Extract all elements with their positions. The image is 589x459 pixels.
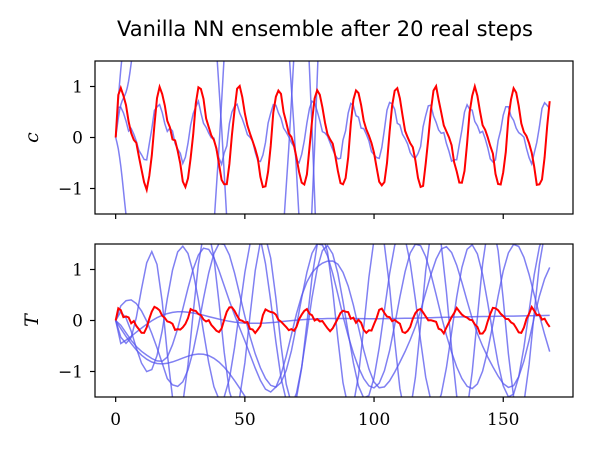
ensemble-line [115,320,247,397]
plot-area [114,244,551,397]
y-tick-label: −1 [58,363,83,383]
plot-area [114,61,551,214]
truth-line [114,304,551,336]
ensemble-line [115,245,551,393]
ensemble-line [114,244,544,397]
truth-line [114,82,551,194]
ensemble-line [114,98,551,167]
x-tick-label: 100 [358,410,390,430]
x-tick-label: 50 [234,410,256,430]
panel-c: −1 0 1 c [21,60,574,219]
axes-frame [94,60,574,215]
ensemble-line [213,61,225,214]
ensemble-line [114,137,127,214]
ensemble-line [115,244,542,397]
chart-title: Vanilla NN ensemble after 20 real steps [117,17,533,41]
y-tick-label: 0 [72,312,83,332]
y-tick-label: 1 [72,261,83,281]
panel-T: −1 0 1 0 50 100 150 T [21,243,574,430]
ensemble-line [283,61,295,214]
y-tick-label: 0 [72,129,83,149]
ensemble-line [114,311,550,345]
ensemble-line [114,61,133,138]
y-axis-label: c [21,132,43,143]
y-axis-label: T [21,313,43,327]
ensemble-line [216,61,228,214]
ensemble-line [288,61,300,214]
x-tick-label: 150 [487,410,519,430]
ensemble-line [114,61,123,138]
x-tick-label: 0 [110,410,121,430]
y-tick-label: −1 [58,180,83,200]
ensemble-line [310,61,319,214]
y-tick-label: 1 [72,78,83,98]
